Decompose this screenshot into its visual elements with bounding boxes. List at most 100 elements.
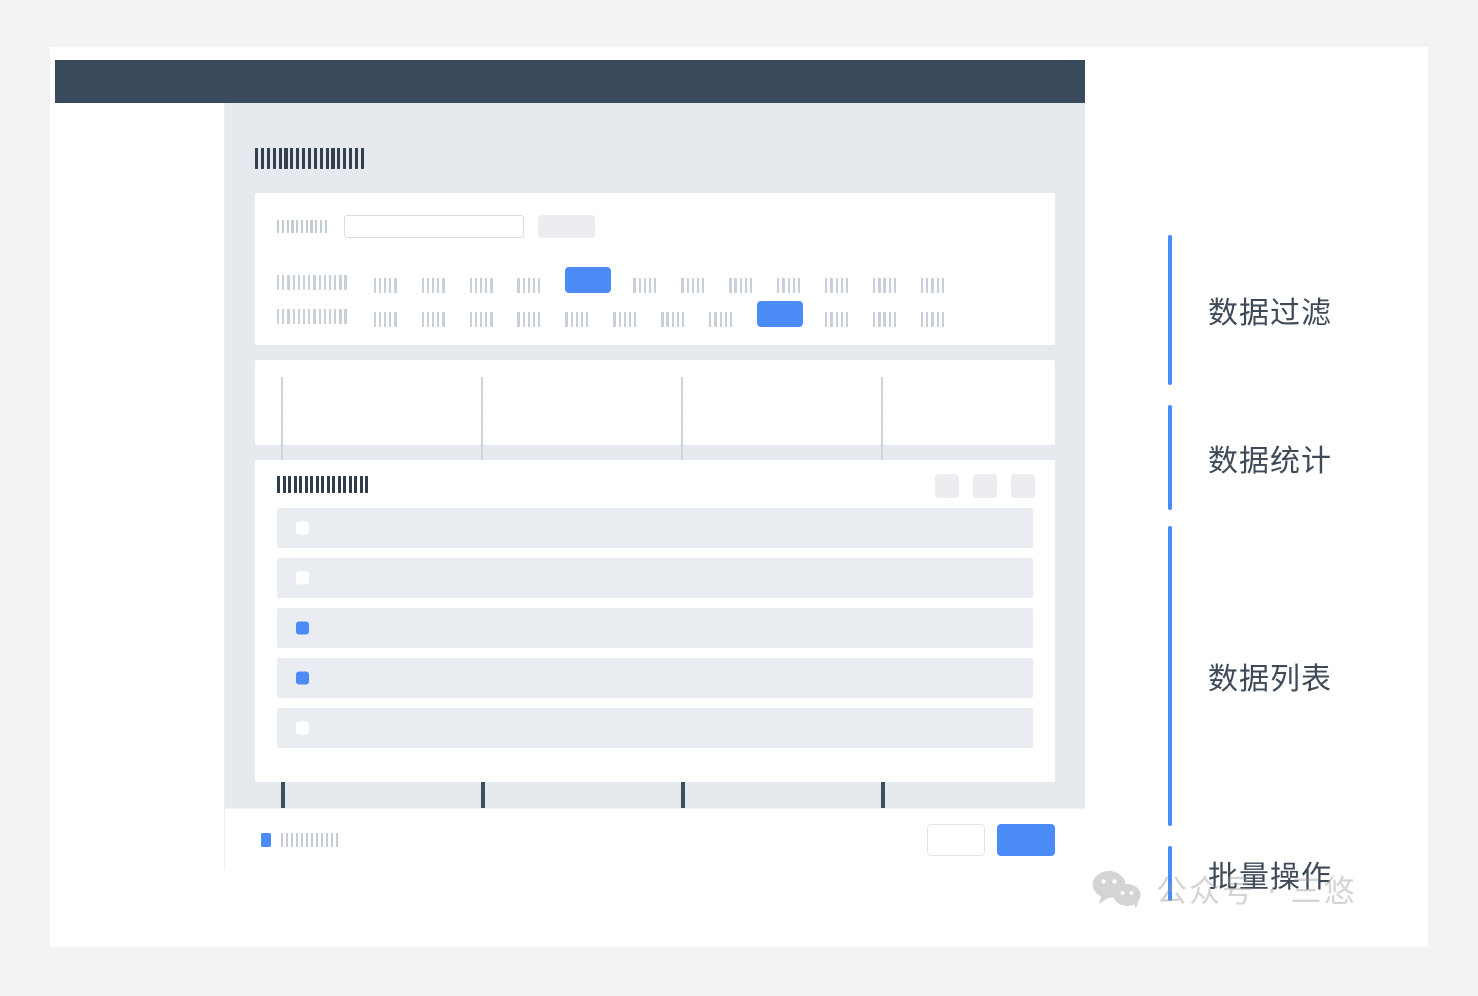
list-rows	[255, 508, 1055, 748]
filter-chip[interactable]	[421, 312, 448, 327]
filter-chip[interactable]	[661, 312, 687, 327]
filter-chip-label	[469, 278, 496, 293]
filter-chip-active[interactable]	[565, 267, 612, 293]
bulk-action-bar	[225, 808, 1085, 870]
filter-chip[interactable]	[565, 312, 591, 327]
filter-chip-label	[373, 312, 400, 327]
list-card	[255, 460, 1055, 782]
stat-block	[455, 360, 655, 867]
filter-chip-label	[729, 278, 755, 293]
filter-chip[interactable]	[517, 278, 543, 293]
filter-chip[interactable]	[873, 312, 899, 327]
filter-chip[interactable]	[469, 312, 496, 327]
export-icon[interactable]	[935, 474, 959, 498]
cancel-button[interactable]	[927, 823, 985, 856]
filter-chip-label	[633, 278, 659, 293]
filter-chip-label	[613, 312, 639, 327]
filter-chip-label	[661, 312, 687, 327]
list-header	[255, 460, 1055, 508]
filter-row-1-label	[277, 275, 350, 290]
app-window	[55, 60, 1085, 870]
filter-chip[interactable]	[777, 278, 803, 293]
filter-chip-row-2	[277, 301, 969, 332]
table-row[interactable]	[277, 558, 1033, 598]
app-content-area	[225, 103, 1085, 870]
filter-chip[interactable]	[517, 312, 543, 327]
app-topbar	[55, 60, 1085, 103]
filter-chip-label	[873, 278, 899, 293]
filter-chip[interactable]	[633, 278, 659, 293]
select-all-control[interactable]	[261, 832, 341, 847]
annotation-group: 数据统计	[1168, 405, 1332, 510]
filter-chip[interactable]	[709, 312, 735, 327]
filter-chip[interactable]	[469, 278, 496, 293]
annotation-bracket	[1168, 846, 1172, 901]
annotation-label: 数据统计	[1208, 443, 1332, 479]
page-title-text	[255, 148, 367, 169]
filter-chip-label	[373, 278, 400, 293]
settings-icon[interactable]	[1011, 474, 1035, 498]
filter-chip[interactable]	[373, 278, 400, 293]
filter-chip[interactable]	[873, 278, 899, 293]
annotation-group: 数据列表	[1168, 526, 1332, 826]
annotation-bracket	[1168, 526, 1172, 826]
filter-chip-label	[921, 278, 947, 293]
annotation-group: 批量操作	[1168, 846, 1332, 901]
filter-chips-2	[373, 301, 969, 332]
app-sidebar[interactable]	[55, 103, 225, 870]
search-label	[277, 220, 330, 233]
filter-chip-label	[825, 312, 851, 327]
stats-card	[255, 360, 1055, 867]
filter-chip[interactable]	[921, 312, 947, 327]
annotation-label: 数据列表	[1208, 662, 1332, 697]
row-checkbox[interactable]	[296, 521, 309, 535]
filter-chip-active[interactable]	[757, 301, 804, 327]
filter-chip-label	[825, 278, 851, 293]
filter-chip[interactable]	[825, 278, 851, 293]
page-title	[255, 148, 367, 169]
filter-chip[interactable]	[681, 278, 707, 293]
filter-chip[interactable]	[825, 312, 851, 327]
filter-card	[255, 193, 1055, 345]
list-action-icons	[935, 474, 1035, 498]
table-row[interactable]	[277, 708, 1033, 748]
row-checkbox-checked[interactable]	[296, 621, 309, 635]
list-title	[277, 476, 371, 493]
table-row[interactable]	[277, 508, 1033, 548]
annotation-bracket	[1168, 235, 1172, 385]
filter-chips-1	[373, 267, 969, 298]
annotation-label: 数据过滤	[1208, 296, 1332, 331]
filter-chip[interactable]	[729, 278, 755, 293]
search-button[interactable]	[537, 215, 595, 238]
confirm-button[interactable]	[997, 823, 1055, 856]
filter-chip[interactable]	[921, 278, 947, 293]
filter-chip-label	[565, 312, 591, 327]
filter-chip-label	[517, 278, 543, 293]
annotation-label: 批量操作	[1208, 859, 1332, 895]
filter-row-2-label	[277, 309, 350, 324]
filter-chip[interactable]	[613, 312, 639, 327]
row-checkbox[interactable]	[296, 721, 309, 735]
row-checkbox-checked[interactable]	[296, 671, 309, 685]
row-checkbox[interactable]	[296, 571, 309, 585]
filter-chip-label	[873, 312, 899, 327]
table-row[interactable]	[277, 608, 1033, 648]
filter-chip-label	[517, 312, 543, 327]
filter-chip-label	[421, 312, 448, 327]
filter-chip-label	[469, 312, 496, 327]
refresh-icon[interactable]	[973, 474, 997, 498]
select-all-checkbox[interactable]	[261, 832, 271, 847]
filter-chip-row-1	[277, 267, 969, 298]
bulk-buttons	[927, 823, 1055, 856]
search-input[interactable]	[343, 215, 524, 238]
filter-chip-label	[421, 278, 448, 293]
annotation-column: 数据过滤数据统计数据列表批量操作	[1168, 60, 1458, 901]
stat-block	[855, 360, 1055, 867]
filter-chip[interactable]	[373, 312, 400, 327]
filter-chip[interactable]	[421, 278, 448, 293]
stat-block	[255, 360, 455, 867]
stat-block	[655, 360, 855, 867]
filter-chip-label	[777, 278, 803, 293]
table-row[interactable]	[277, 658, 1033, 698]
